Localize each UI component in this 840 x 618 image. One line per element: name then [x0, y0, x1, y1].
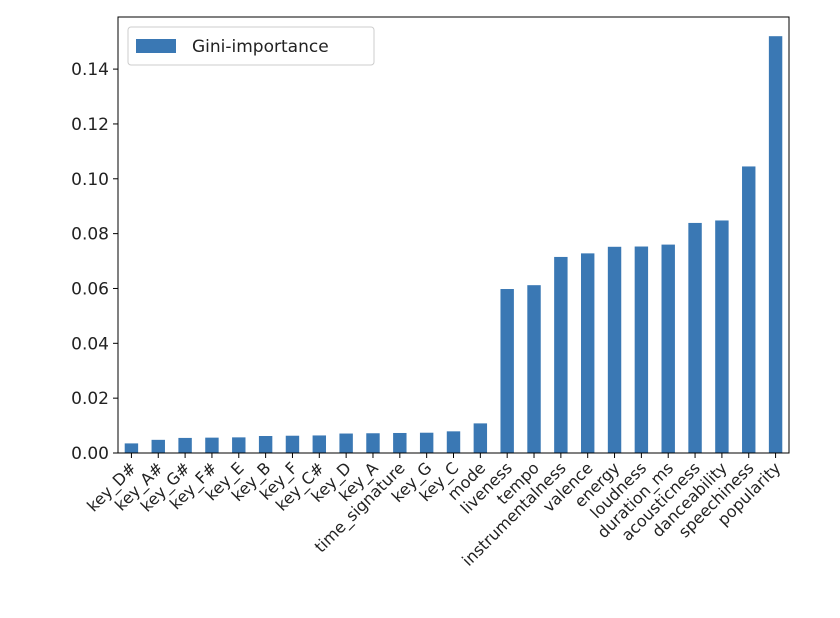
bar-key_C — [446, 431, 461, 453]
bar-danceability — [715, 220, 729, 453]
bar-acousticness — [688, 222, 702, 453]
bar-liveness — [500, 289, 514, 453]
y-tick-label: 0.08 — [71, 225, 109, 245]
bars-layer — [124, 36, 783, 453]
y-tick-label: 0.10 — [71, 170, 109, 190]
bar-instrumentalness — [554, 256, 568, 453]
bar-energy — [607, 246, 622, 453]
bar-popularity — [768, 36, 783, 453]
bar-speechiness — [742, 166, 756, 453]
bar-key_F — [285, 435, 300, 453]
bar-key_F# — [205, 437, 219, 453]
bar-loudness — [634, 246, 649, 453]
y-tick-label: 0.06 — [71, 279, 109, 299]
bar-key_A — [366, 433, 380, 453]
bar-key_E — [232, 437, 246, 453]
y-axis: 0.00 0.02 0.04 0.06 0.08 0.10 0.12 0.14 — [71, 60, 118, 464]
legend-box — [127, 26, 375, 66]
legend: Gini-importance — [127, 26, 375, 66]
y-tick-label: 0.12 — [71, 115, 109, 135]
y-tick-label: 0.00 — [71, 444, 109, 464]
bar-valence — [580, 253, 595, 453]
bar-key_C# — [312, 435, 327, 453]
legend-swatch — [136, 39, 176, 53]
bar-mode — [473, 423, 488, 453]
y-tick-label: 0.02 — [71, 389, 109, 409]
bar-tempo — [527, 285, 541, 453]
plot-frame — [117, 16, 790, 454]
bar-key_G — [419, 432, 434, 453]
bar-key_D# — [124, 443, 139, 453]
bar-key_A# — [151, 439, 165, 453]
bar-key_D — [339, 433, 353, 453]
bar-duration_ms — [661, 244, 675, 453]
bar-time_signature — [393, 432, 407, 453]
legend-label: Gini-importance — [192, 37, 329, 57]
bar-key_B — [258, 436, 273, 453]
bar-key_G# — [178, 437, 192, 453]
y-tick-label: 0.04 — [71, 334, 109, 354]
y-tick-label: 0.14 — [71, 60, 109, 80]
x-axis: key_D#key_A#key_G#key_F#key_Ekey_Bkey_Fk… — [83, 453, 784, 570]
